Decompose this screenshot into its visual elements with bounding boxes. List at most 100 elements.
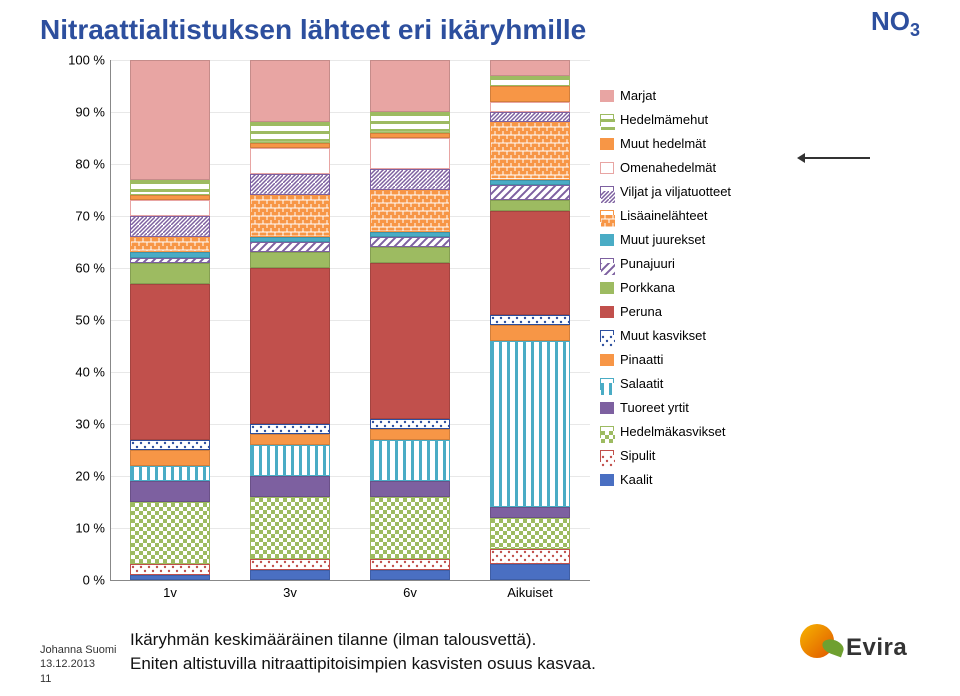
legend-label: Muut kasvikset <box>620 324 706 349</box>
legend-label: Viljat ja viljatuotteet <box>620 180 731 205</box>
segment-peruna <box>490 211 570 315</box>
legend-swatch-icon <box>600 234 614 246</box>
segment-muut_kasvikset <box>490 315 570 325</box>
legend-swatch-icon <box>600 90 614 102</box>
page-title: Nitraattialtistuksen lähteet eri ikäryhm… <box>40 14 586 46</box>
legend-item-tuoreet_yrtit: Tuoreet yrtit <box>600 396 920 420</box>
caption-line-2: Eniten altistuvilla nitraattipitoisimpie… <box>130 654 596 673</box>
legend-swatch-icon <box>600 162 614 174</box>
legend-label: Punajuuri <box>620 252 675 277</box>
legend-swatch-icon <box>600 258 614 270</box>
legend-swatch-icon <box>600 306 614 318</box>
legend-item-peruna: Peruna <box>600 300 920 324</box>
legend-item-sipulit: Sipulit <box>600 444 920 468</box>
segment-peruna <box>370 263 450 419</box>
legend-label: Marjat <box>620 84 656 109</box>
segment-pinaatti <box>130 450 210 466</box>
legend-label: Hedelmämehut <box>620 108 708 133</box>
legend-label: Hedelmäkasvikset <box>620 420 726 445</box>
y-tick: 60 % <box>45 261 105 276</box>
segment-porkkana <box>250 252 330 268</box>
stacked-bar-chart: 0 %10 %20 %30 %40 %50 %60 %70 %80 %90 %1… <box>20 60 940 630</box>
y-tick: 90 % <box>45 105 105 120</box>
legend-item-muut_juurekset: Muut juurekset <box>600 228 920 252</box>
segment-peruna <box>130 284 210 440</box>
y-axis: 0 %10 %20 %30 %40 %50 %60 %70 %80 %90 %1… <box>40 60 105 580</box>
legend-item-viljat: Viljat ja viljatuotteet <box>600 180 920 204</box>
legend-item-salaatit: Salaatit <box>600 372 920 396</box>
legend-label: Pinaatti <box>620 348 663 373</box>
caption-line-1: Ikäryhmän keskimääräinen tilanne (ilman … <box>130 630 536 649</box>
segment-viljat <box>490 112 570 122</box>
segment-hedelmamehut <box>250 122 330 143</box>
legend-swatch-icon <box>600 354 614 366</box>
legend-item-lisaainelahteet: Lisäainelähteet <box>600 204 920 228</box>
segment-salaatit <box>490 341 570 507</box>
evira-logo: Evira <box>800 624 920 674</box>
segment-omenahedelmat <box>250 148 330 174</box>
legend-label: Lisäainelähteet <box>620 204 707 229</box>
segment-lisaainelahteet <box>370 190 450 232</box>
segment-hedelmakasvikset <box>250 497 330 559</box>
legend-item-pinaatti: Pinaatti <box>600 348 920 372</box>
plot-area <box>110 60 590 580</box>
legend-swatch-icon <box>600 426 614 438</box>
segment-pinaatti <box>250 434 330 444</box>
legend-swatch-icon <box>600 210 614 222</box>
segment-hedelmamehut <box>130 180 210 196</box>
footer-author: Johanna Suomi <box>40 643 116 657</box>
x-tick: Aikuiset <box>507 585 553 600</box>
segment-muut_juurekset <box>130 252 210 257</box>
segment-muut_juurekset <box>250 237 330 242</box>
y-tick: 20 % <box>45 469 105 484</box>
bar-1v <box>130 60 210 580</box>
legend-swatch-icon <box>600 330 614 342</box>
segment-omenahedelmat <box>130 200 210 216</box>
legend-label: Muut juurekset <box>620 228 705 253</box>
segment-punajuuri <box>370 237 450 247</box>
segment-sipulit <box>130 564 210 574</box>
legend-label: Tuoreet yrtit <box>620 396 689 421</box>
segment-tuoreet_yrtit <box>250 476 330 497</box>
segment-hedelmamehut <box>490 76 570 86</box>
legend: MarjatHedelmämehutMuut hedelmätOmenahede… <box>600 84 920 492</box>
segment-hedelmakasvikset <box>370 497 450 559</box>
segment-punajuuri <box>490 185 570 201</box>
segment-viljat <box>250 174 330 195</box>
segment-marjat <box>250 60 330 122</box>
segment-kaalit <box>130 575 210 580</box>
segment-muut_juurekset <box>370 232 450 237</box>
segment-tuoreet_yrtit <box>130 481 210 502</box>
segment-viljat <box>130 216 210 237</box>
y-tick: 30 % <box>45 417 105 432</box>
legend-label: Kaalit <box>620 468 653 493</box>
footer-date: 13.12.2013 <box>40 657 116 671</box>
legend-item-punajuuri: Punajuuri <box>600 252 920 276</box>
segment-punajuuri <box>250 242 330 252</box>
y-tick: 80 % <box>45 157 105 172</box>
segment-tuoreet_yrtit <box>370 481 450 497</box>
legend-swatch-icon <box>600 186 614 198</box>
segment-kaalit <box>370 570 450 580</box>
segment-sipulit <box>370 559 450 569</box>
segment-muut_hedelmat <box>130 195 210 200</box>
legend-label: Peruna <box>620 300 662 325</box>
segment-salaatit <box>370 440 450 482</box>
segment-porkkana <box>370 247 450 263</box>
legend-label: Porkkana <box>620 276 675 301</box>
segment-tuoreet_yrtit <box>490 507 570 517</box>
segment-kaalit <box>250 570 330 580</box>
legend-swatch-icon <box>600 378 614 390</box>
segment-marjat <box>370 60 450 112</box>
segment-sipulit <box>250 559 330 569</box>
formula-base: NO <box>871 6 910 36</box>
logo-text: Evira <box>846 634 907 662</box>
y-tick: 0 % <box>45 573 105 588</box>
legend-item-hedelmamehut: Hedelmämehut <box>600 108 920 132</box>
legend-item-muut_kasvikset: Muut kasvikset <box>600 324 920 348</box>
legend-label: Sipulit <box>620 444 655 469</box>
segment-pinaatti <box>370 429 450 439</box>
segment-marjat <box>130 60 210 180</box>
bar-6v <box>370 60 450 580</box>
legend-item-kaalit: Kaalit <box>600 468 920 492</box>
